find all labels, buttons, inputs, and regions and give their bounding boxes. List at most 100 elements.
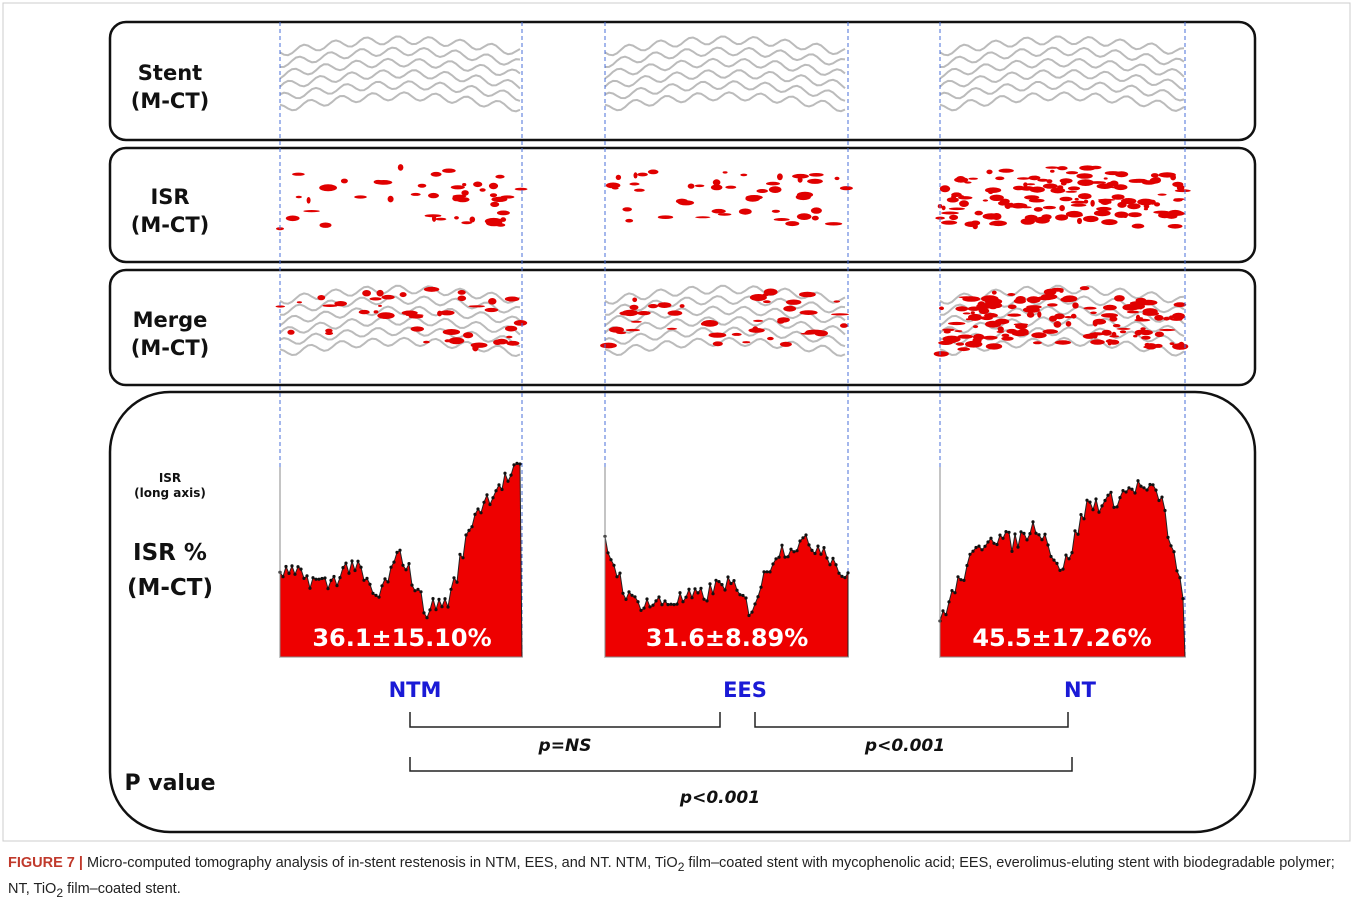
row-sub: (M-CT) [131, 336, 210, 360]
isr-spot [742, 341, 751, 344]
isr-spot [622, 207, 632, 212]
isr-spot [997, 326, 1004, 333]
isr-spot [619, 311, 632, 316]
profile-dot [452, 576, 456, 580]
isr-spot [647, 169, 659, 175]
isr-spot [504, 296, 520, 302]
isr-spot [1000, 198, 1010, 204]
row-sub: (M-CT) [131, 89, 210, 113]
profile-dot [461, 556, 465, 560]
isr-spot [968, 177, 978, 180]
isr-spot [738, 208, 752, 215]
isr-spot [749, 294, 767, 301]
isr-spot [972, 223, 978, 230]
isr-spot [322, 304, 338, 308]
isr-spot [423, 340, 430, 344]
isr-spot [452, 194, 467, 198]
isr-spot [985, 187, 1002, 193]
profile-dot [428, 608, 432, 612]
strut [939, 316, 1185, 338]
isr-spot [955, 342, 965, 346]
profile-dot [699, 586, 703, 590]
isr-spot [1089, 332, 1105, 336]
illustrations [275, 22, 1191, 658]
profile-dot [290, 564, 294, 568]
caption-sub: 2 [56, 885, 64, 900]
profile-dot [356, 559, 360, 563]
profile-dot [1103, 498, 1107, 503]
isr-spot [1042, 205, 1056, 210]
profile-dot [669, 602, 673, 606]
isr-spot [814, 330, 828, 337]
isr-spot [506, 335, 513, 339]
isr-spot [1098, 199, 1107, 204]
profile-dot [663, 599, 667, 603]
isr-spot [1114, 295, 1125, 302]
isr-spot [1141, 335, 1151, 340]
isr-spot [637, 172, 648, 177]
isr-spot [942, 328, 955, 332]
isr-spot [1036, 296, 1054, 301]
profile-dot [672, 603, 676, 607]
profile-dot [1154, 488, 1158, 492]
isr-spot [800, 332, 816, 335]
isr-spot [786, 299, 802, 305]
isr-spot [506, 340, 520, 346]
caption-text: film–coated stent. [63, 880, 181, 897]
axis-sub: (long axis) [134, 486, 206, 500]
isr-profile [603, 467, 850, 658]
profile-dot [473, 512, 477, 517]
profile-dot [624, 597, 628, 602]
isr-spot [629, 182, 640, 186]
isr-spot [439, 310, 455, 316]
profile-dot [846, 571, 850, 575]
isr-spot [677, 200, 695, 206]
profile-dot [1115, 505, 1119, 509]
isr-spot [1053, 321, 1062, 328]
profile-dot [1160, 495, 1164, 499]
profile-dot [828, 563, 832, 567]
isr-spot [340, 178, 348, 184]
value-label: 45.5±17.26% [972, 624, 1151, 652]
profile-dot [687, 587, 691, 591]
profile-dot [365, 576, 369, 581]
isr-spot [1042, 183, 1058, 189]
profile-dot [738, 593, 742, 597]
profile-dot [1007, 530, 1011, 534]
isr-spot [505, 325, 518, 332]
isr-spot [381, 294, 395, 300]
isr-spot [632, 297, 638, 303]
isr-spot [785, 221, 800, 227]
profile-dot [780, 543, 784, 547]
isr-spot [493, 339, 502, 345]
isr-spot [1176, 184, 1185, 191]
isr-spot [489, 193, 498, 198]
isr-spot [1072, 302, 1079, 309]
p-value: p<0.001 [864, 736, 945, 756]
isr-spot [1154, 314, 1164, 321]
isr-spot [667, 310, 683, 316]
isr-spot [700, 322, 706, 326]
isr-spot [938, 340, 953, 345]
group-label: NTM [389, 678, 442, 702]
isr-spot [768, 186, 782, 194]
isr-spot [1143, 207, 1148, 211]
isr-spot [1128, 212, 1142, 218]
isr-spot [444, 339, 451, 343]
isr-spot [753, 319, 764, 322]
isr-spot [1140, 327, 1146, 331]
isr-spot [1079, 286, 1090, 291]
profile-dot [1091, 508, 1095, 512]
profile-dot [506, 479, 510, 483]
profile-dot [612, 563, 616, 567]
profile-dot [705, 599, 709, 603]
stent-image [939, 35, 1185, 112]
isr-spot [1070, 313, 1077, 319]
isr-spot [1010, 202, 1028, 209]
isr-spot [1065, 190, 1078, 193]
isr-spot [633, 172, 638, 179]
isr-spot [430, 171, 442, 177]
profile-dot [726, 575, 730, 579]
profile-dot [1010, 549, 1014, 554]
strut [604, 316, 846, 336]
